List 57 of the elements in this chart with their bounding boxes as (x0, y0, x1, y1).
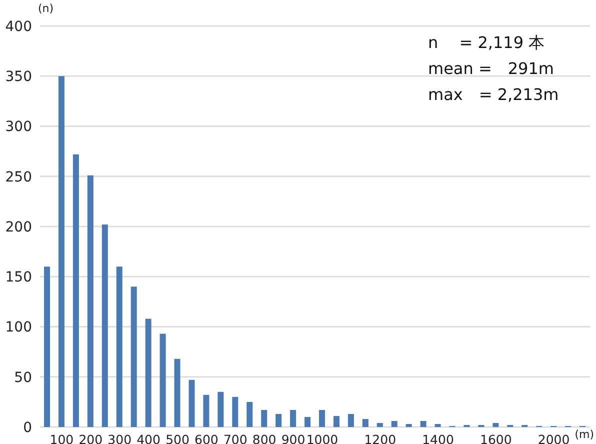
x-axis-title: (m) (574, 428, 594, 441)
y-tick-label: 350 (5, 69, 32, 86)
annotation: n = 2,119 本 (428, 32, 546, 54)
y-tick-label: 400 (5, 18, 32, 35)
bar (232, 396, 238, 427)
bar (174, 358, 180, 427)
x-tick-label: 900 (281, 432, 306, 444)
bar (276, 414, 282, 427)
bar (376, 422, 383, 427)
bar (130, 286, 137, 427)
bar (58, 76, 64, 427)
x-tick-label: 1400 (422, 432, 454, 444)
bar (304, 416, 311, 427)
x-tick-label: 500 (166, 432, 190, 444)
bar (218, 392, 224, 427)
x-tick-label: 2000 (538, 432, 570, 444)
bar (44, 266, 50, 427)
annotation: max = 2,213m (428, 84, 559, 106)
y-axis-title: (n) (38, 2, 54, 15)
x-tick-label: 1200 (364, 432, 396, 444)
bar (362, 418, 368, 427)
y-tick-label: 250 (5, 169, 32, 186)
x-tick-label: 400 (136, 432, 161, 444)
y-tick-label: 0 (23, 420, 32, 436)
bar (160, 334, 166, 427)
bar (290, 410, 296, 427)
bar (87, 175, 94, 427)
bar (391, 420, 398, 427)
bar (102, 224, 108, 427)
bar (116, 266, 122, 427)
bar (188, 380, 195, 427)
bar (246, 402, 253, 427)
bar (492, 422, 499, 427)
y-tick-label: 100 (5, 320, 32, 336)
bar (319, 410, 325, 427)
annotation: mean = 291m (428, 58, 555, 80)
y-tick-label: 200 (5, 219, 32, 236)
bar (406, 424, 412, 427)
y-tick-label: 50 (14, 370, 32, 386)
bar (261, 410, 268, 427)
x-tick-label: 1000 (306, 432, 338, 444)
bar (348, 414, 354, 427)
bar (203, 394, 210, 427)
bar (434, 424, 441, 427)
bar (72, 154, 79, 427)
x-tick-label: 800 (252, 432, 276, 444)
bar (145, 318, 152, 427)
x-tick-label: 100 (50, 432, 74, 444)
x-tick-label: 1600 (480, 432, 512, 444)
y-tick-label: 150 (5, 270, 32, 286)
bar (420, 420, 426, 427)
x-tick-label: 200 (78, 432, 103, 444)
x-tick-label: 300 (108, 432, 132, 444)
y-tick-label: 300 (5, 119, 32, 136)
bar (333, 416, 340, 427)
x-tick-label: 700 (223, 432, 248, 444)
x-tick-label: 600 (194, 432, 218, 444)
